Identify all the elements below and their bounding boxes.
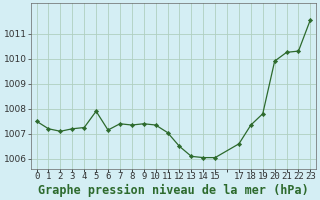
X-axis label: Graphe pression niveau de la mer (hPa): Graphe pression niveau de la mer (hPa) — [38, 183, 309, 197]
